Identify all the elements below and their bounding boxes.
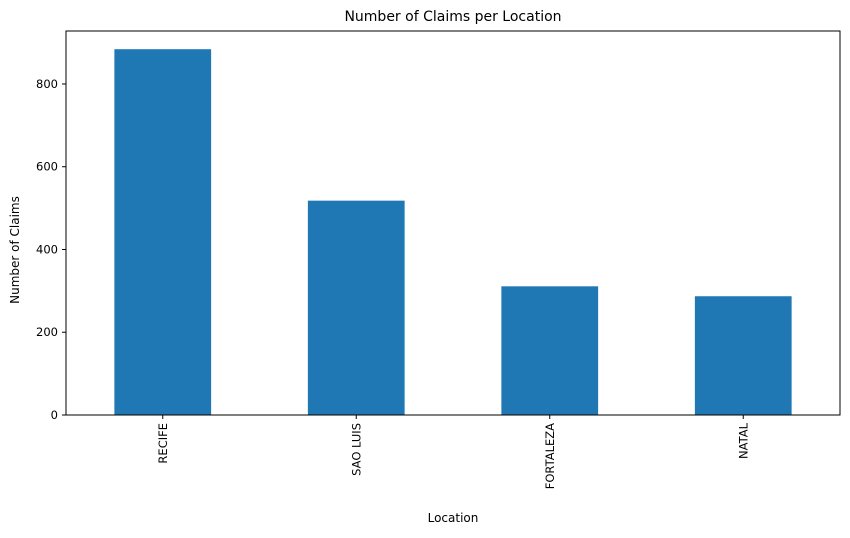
x-axis: RECIFE SAO LUIS FORTALEZA NATAL [156, 415, 750, 489]
bars [114, 49, 792, 415]
y-axis: 0 200 400 600 800 [36, 77, 66, 422]
x-tick-label: FORTALEZA [543, 423, 557, 489]
x-tick-label: NATAL [736, 422, 750, 459]
y-tick-label: 0 [51, 408, 58, 422]
y-tick-label: 400 [36, 242, 58, 256]
x-tick-label: SAO LUIS [349, 423, 363, 476]
bar-recife [114, 49, 212, 415]
bar-natal [694, 296, 792, 415]
y-tick-label: 200 [36, 325, 58, 339]
bar-sao-luis [307, 200, 405, 415]
plot-area [65, 30, 841, 416]
x-axis-title: Location [428, 511, 479, 525]
y-tick-label: 600 [36, 160, 58, 174]
y-axis-title: Number of Claims [8, 196, 22, 304]
y-tick-label: 800 [36, 77, 58, 91]
chart-title: Number of Claims per Location [344, 9, 561, 25]
bar-fortaleza [501, 286, 599, 415]
plot-frame [65, 30, 841, 416]
x-tick-label: RECIFE [156, 423, 170, 464]
